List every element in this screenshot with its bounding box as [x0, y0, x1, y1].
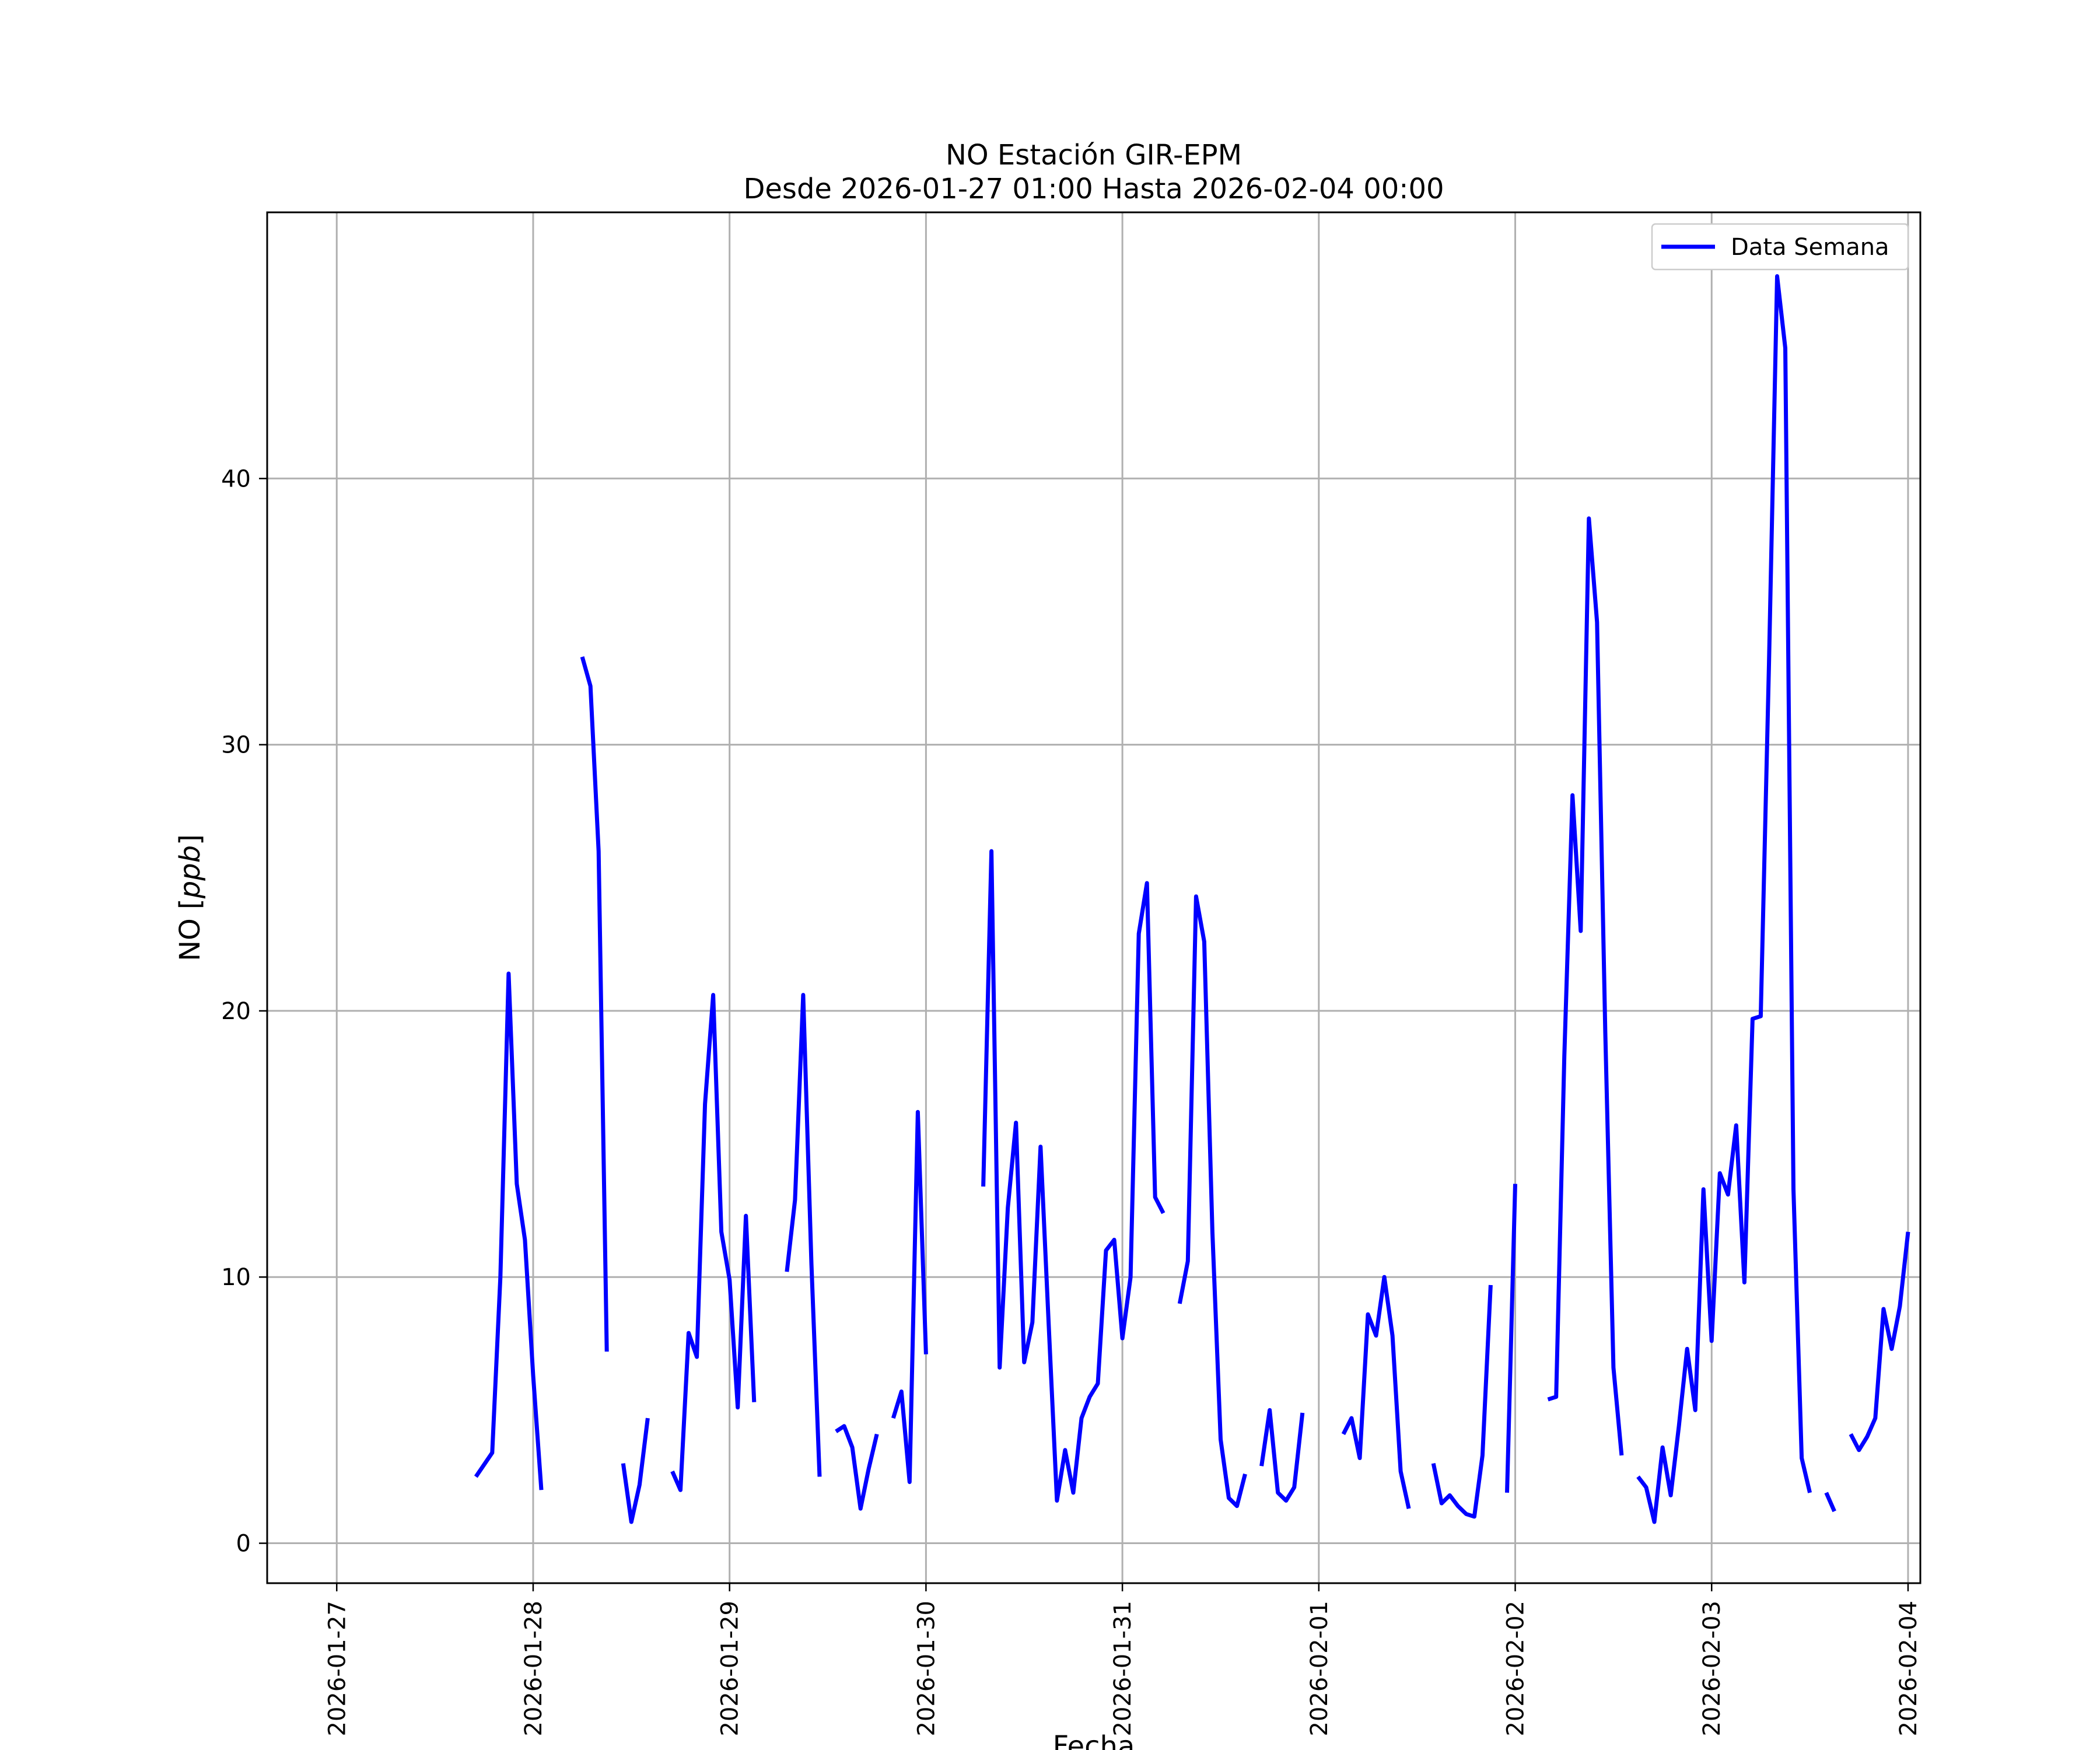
x-axis-label: Fecha	[1053, 1730, 1135, 1750]
series-line-segment	[670, 993, 757, 1492]
x-tick-label: 2026-01-31	[1110, 1601, 1136, 1736]
series-line-segment	[474, 971, 544, 1490]
x-tick-label: 2026-01-27	[324, 1601, 351, 1736]
series-line-segment	[981, 849, 1166, 1503]
y-tick-label: 40	[221, 466, 251, 492]
y-tick-label: 20	[221, 998, 251, 1025]
x-tick-label: 2026-02-01	[1306, 1601, 1333, 1736]
x-tick-label: 2026-02-04	[1895, 1601, 1922, 1736]
y-axis-label-prefix: NO [	[174, 898, 206, 961]
series-line-segment	[621, 1418, 650, 1524]
chart-subtitle: Desde 2026-01-27 01:00 Hasta 2026-02-04 …	[743, 173, 1444, 205]
x-tick-label: 2026-01-30	[913, 1601, 940, 1736]
chart-title: NO Estación GIR-EPM	[946, 139, 1242, 172]
series-line-segment	[785, 993, 822, 1477]
legend-box	[1651, 223, 1909, 271]
series-line-segment	[1505, 1184, 1517, 1493]
series-line-segment	[1547, 516, 1624, 1456]
x-tick-label: 2026-02-02	[1503, 1601, 1530, 1736]
y-axis-label-suffix: ]	[174, 834, 206, 845]
data-series	[474, 274, 1910, 1524]
legend-label: Data Semana	[1731, 234, 1889, 261]
axis-ticks: 2026-01-27 2026-01-28 2026-01-29 2026-01-30…	[221, 466, 1922, 1736]
series-line-segment	[1259, 1408, 1305, 1503]
y-axis-label: NO [ppb]	[174, 834, 206, 961]
series-line-segment	[1431, 1284, 1493, 1519]
series-line-segment	[835, 1424, 879, 1511]
x-tick-label: 2026-02-03	[1699, 1601, 1726, 1736]
y-axis-label-unit: ppb	[174, 845, 206, 899]
series-line-segment	[1177, 894, 1247, 1508]
y-tick-label: 10	[221, 1264, 251, 1291]
series-line-segment	[1849, 1231, 1910, 1452]
series-line-segment	[1341, 1275, 1411, 1509]
y-tick-label: 30	[221, 732, 251, 759]
series-line-segment	[1636, 274, 1812, 1524]
series-line-segment	[580, 656, 609, 1352]
grid-lines	[267, 212, 1920, 1583]
y-tick-label: 0	[236, 1531, 251, 1558]
legend: Data Semana	[1651, 223, 1909, 271]
series-line-segment	[891, 1110, 928, 1485]
plot-frame	[266, 211, 1922, 1584]
series-line-segment	[1824, 1492, 1836, 1513]
x-tick-label: 2026-01-29	[717, 1601, 744, 1736]
x-tick-label: 2026-01-28	[520, 1601, 547, 1736]
